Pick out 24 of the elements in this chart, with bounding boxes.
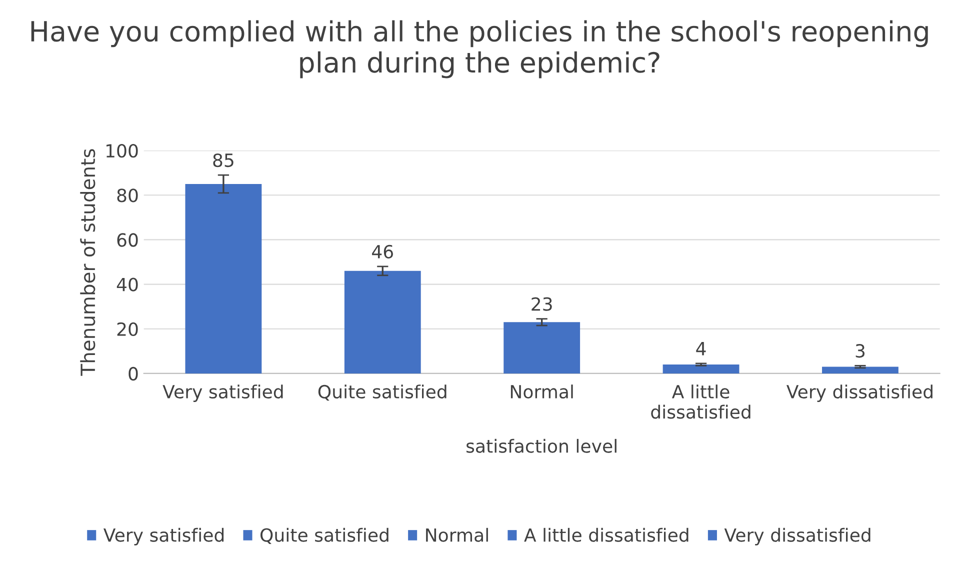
x-tick-label: Very dissatisfied xyxy=(786,384,932,402)
x-tick-label: Quite satisfied xyxy=(318,384,446,401)
legend-label: Very satisfied xyxy=(103,528,224,546)
y-tick-label: 40 xyxy=(116,278,138,292)
data-label: 46 xyxy=(372,244,393,258)
legend-label: Very dissatisfied xyxy=(724,528,870,546)
y-axis-title: Thenumber of students xyxy=(80,149,96,376)
y-tick-label: 100 xyxy=(106,144,138,158)
x-tick-label: Very satisfied xyxy=(162,384,283,402)
legend-label: A little dissatisfied xyxy=(524,528,688,542)
chart-title: Have you complied with all the policies in the school's reopening plan during the epidemic? xyxy=(31,20,928,78)
y-tick-label: 20 xyxy=(117,322,138,336)
x-tick-label: A little dissatisfied xyxy=(651,384,750,419)
x-axis-title: satisfaction level xyxy=(466,438,616,453)
y-tick-label: 0 xyxy=(128,366,138,381)
legend-label: Quite satisfied xyxy=(260,528,388,544)
y-tick-label: 80 xyxy=(117,188,138,202)
x-tick-label: Normal xyxy=(510,384,573,399)
legend-label: Normal xyxy=(426,528,488,542)
data-label: 4 xyxy=(696,342,706,356)
data-label: 23 xyxy=(532,297,552,311)
data-label: 85 xyxy=(213,153,234,168)
y-tick-label: 60 xyxy=(117,233,138,247)
data-label: 3 xyxy=(856,344,865,358)
